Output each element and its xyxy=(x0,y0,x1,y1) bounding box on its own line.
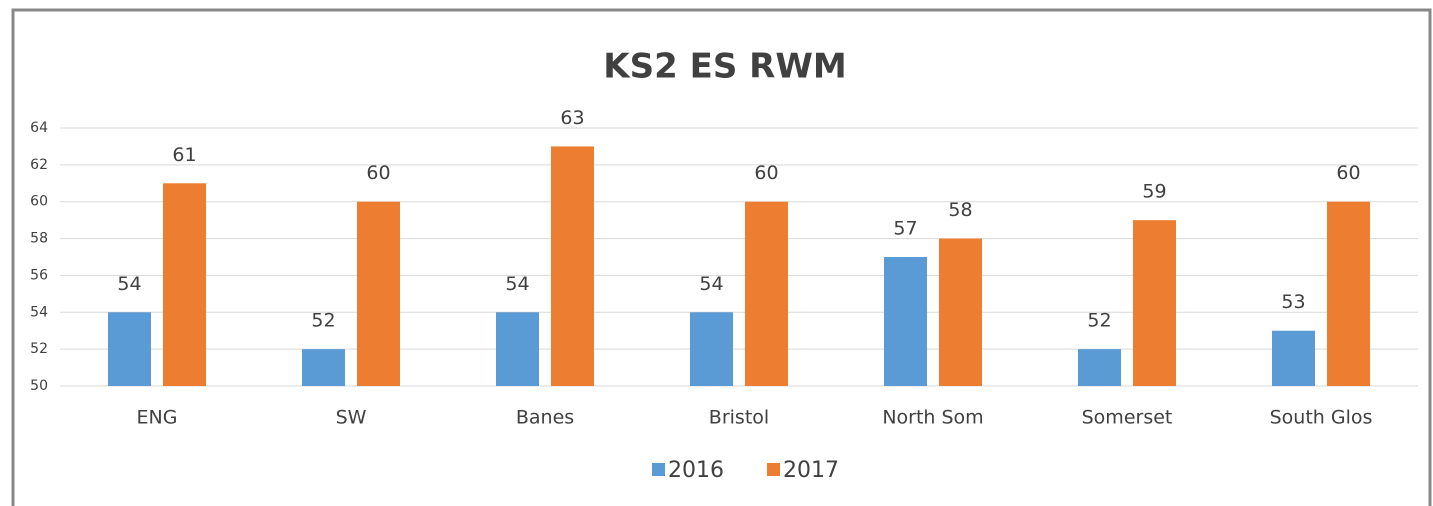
value-label: 63 xyxy=(560,107,584,129)
bar xyxy=(690,312,733,386)
x-tick-label: Bristol xyxy=(709,407,769,429)
y-tick-label: 56 xyxy=(30,267,48,283)
x-tick-label: SW xyxy=(336,407,367,429)
y-tick-label: 50 xyxy=(30,378,48,394)
value-label: 60 xyxy=(366,162,390,184)
bar xyxy=(496,312,539,386)
legend-swatch xyxy=(652,463,665,476)
value-label: 58 xyxy=(948,199,972,221)
y-tick-label: 58 xyxy=(30,231,48,247)
bar xyxy=(302,349,345,386)
bar xyxy=(1272,330,1315,386)
value-label: 54 xyxy=(699,273,723,295)
bar xyxy=(1327,201,1370,386)
bar xyxy=(163,183,206,386)
bar xyxy=(1078,349,1121,386)
bar xyxy=(745,201,788,386)
legend-label: 2017 xyxy=(783,458,839,483)
value-label: 54 xyxy=(505,273,529,295)
y-tick-label: 64 xyxy=(30,120,48,136)
value-label: 60 xyxy=(1336,162,1360,184)
y-tick-label: 60 xyxy=(30,194,48,210)
x-tick-label: South Glos xyxy=(1270,407,1373,429)
value-label: 52 xyxy=(311,310,335,332)
value-label: 60 xyxy=(754,162,778,184)
x-tick-label: Banes xyxy=(516,407,574,429)
x-tick-label: Somerset xyxy=(1082,407,1173,429)
x-tick-label: ENG xyxy=(137,407,178,429)
value-label: 57 xyxy=(893,218,917,240)
value-label: 52 xyxy=(1087,310,1111,332)
bar xyxy=(1133,220,1176,386)
y-tick-label: 52 xyxy=(30,341,48,357)
legend-label: 2016 xyxy=(668,458,724,483)
value-label: 53 xyxy=(1281,291,1305,313)
y-tick-label: 62 xyxy=(30,157,48,173)
legend-swatch xyxy=(767,463,780,476)
bar xyxy=(939,238,982,386)
bar xyxy=(884,257,927,386)
chart-border xyxy=(11,8,1432,506)
chart-title: KS2 ES RWM xyxy=(603,47,846,87)
value-label: 54 xyxy=(117,273,141,295)
value-label: 59 xyxy=(1142,181,1166,203)
y-tick-label: 54 xyxy=(30,304,48,320)
value-label: 61 xyxy=(172,144,196,166)
bar xyxy=(551,146,594,386)
bar xyxy=(357,201,400,386)
bar xyxy=(108,312,151,386)
x-tick-label: North Som xyxy=(882,407,983,429)
